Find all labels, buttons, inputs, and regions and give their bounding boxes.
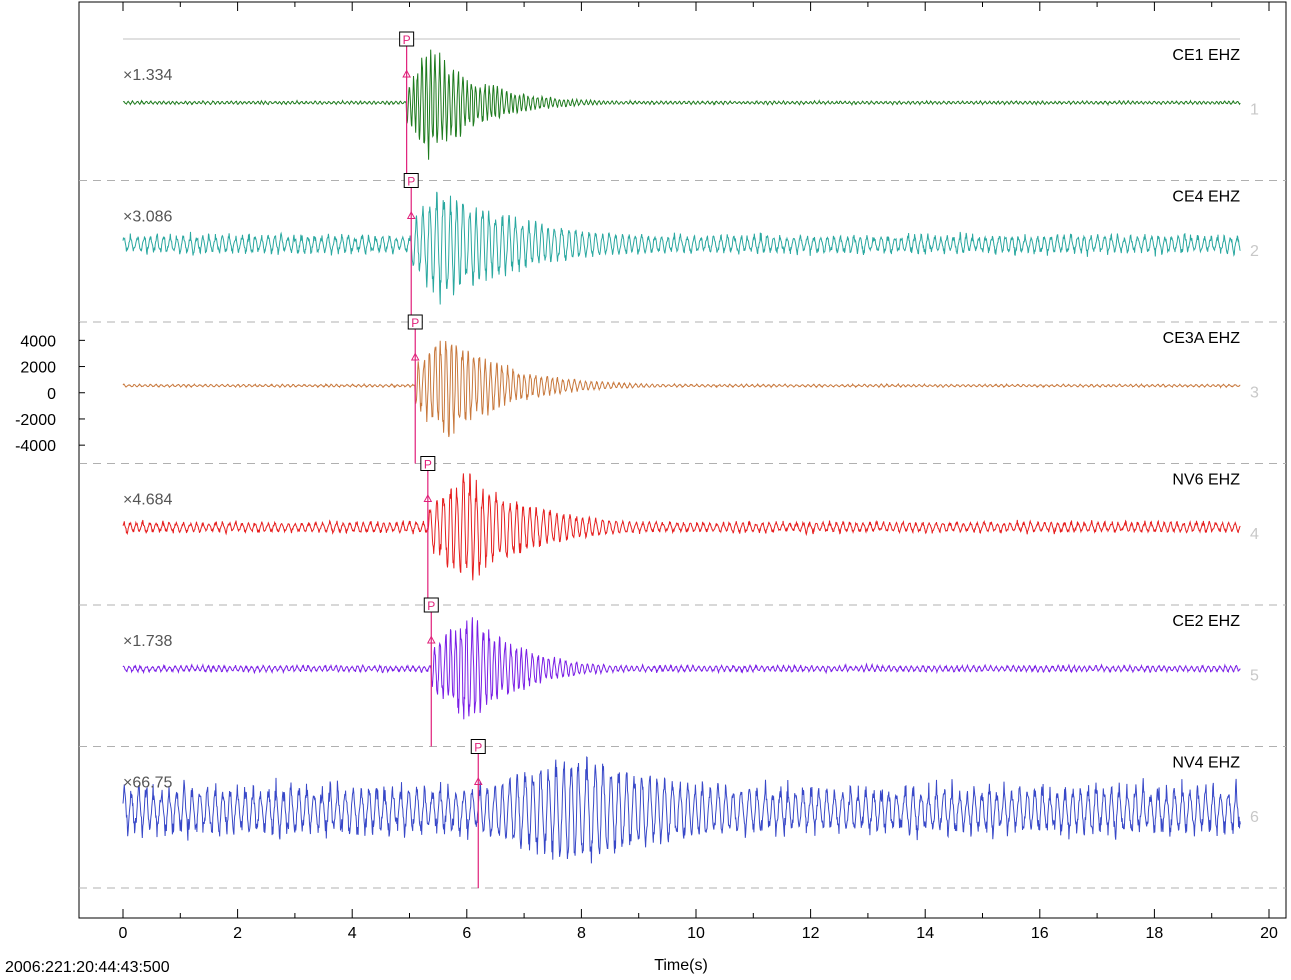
x-tick-label: 18 <box>1146 925 1164 942</box>
pick-triangle-icon <box>426 635 436 644</box>
scale-label: ×1.738 <box>123 633 172 650</box>
x-axis-label: Time(s) <box>654 957 708 974</box>
x-tick-label: 12 <box>802 925 820 942</box>
scale-label: ×66.75 <box>123 775 172 792</box>
trace-index-label: 4 <box>1250 526 1259 543</box>
x-tick-label: 2 <box>233 925 242 942</box>
pick-box[interactable] <box>470 739 486 754</box>
x-tick-label: 14 <box>916 925 934 942</box>
trace-index-label: 6 <box>1250 809 1259 826</box>
trace-index-label: 5 <box>1250 668 1259 685</box>
x-tick-label: 20 <box>1260 925 1278 942</box>
trace-panel-3: CE3A EHZ 3 P <box>122 314 1259 464</box>
pick-label: P <box>403 33 411 47</box>
x-tick-label: 10 <box>687 925 705 942</box>
scale-label: ×1.334 <box>123 67 172 84</box>
pick-label: P <box>474 741 482 755</box>
x-tick-label: 0 <box>119 925 128 942</box>
station-label: CE4 EHZ <box>1172 189 1240 206</box>
y-axis: 4000 2000 0 -2000 -4000 <box>15 322 85 464</box>
pick-triangle-icon <box>402 69 411 78</box>
trace-waveform <box>122 340 1241 438</box>
pick-box[interactable] <box>399 31 415 47</box>
pick-label: P <box>424 458 432 472</box>
pick-triangle-icon <box>410 352 420 361</box>
pick-triangle-icon <box>473 776 483 785</box>
trace-index-label: 1 <box>1250 102 1259 119</box>
station-label: CE3A EHZ <box>1163 330 1241 347</box>
station-label: NV6 EHZ <box>1172 472 1240 489</box>
start-time-label: 2006:221:20:44:43:500 <box>5 959 170 976</box>
pick-box[interactable] <box>423 597 439 613</box>
trace-panel-1: CE1 EHZ ×1.334 1 P <box>122 31 1259 181</box>
scale-label: ×4.684 <box>123 492 172 509</box>
trace-waveform <box>122 756 1241 864</box>
x-tick-label: 4 <box>348 925 357 942</box>
y-tick-label: -2000 <box>15 412 56 429</box>
x-axis: 0 2 4 6 8 10 12 14 16 18 20 <box>119 2 1278 942</box>
station-label: CE2 EHZ <box>1172 613 1240 630</box>
station-label: CE1 EHZ <box>1172 47 1240 64</box>
station-label: NV4 EHZ <box>1172 755 1240 772</box>
trace-panel-4: NV6 EHZ ×4.684 4 P <box>122 456 1259 605</box>
y-tick-label: 4000 <box>20 333 56 350</box>
panel-dividers <box>79 38 1286 889</box>
trace-panel-6: NV4 EHZ ×66.75 6 P <box>122 739 1259 888</box>
trace-index-label: 3 <box>1250 385 1259 402</box>
pick-triangle-icon <box>423 493 433 502</box>
trace-panel-2: CE4 EHZ ×3.086 2 P <box>122 173 1259 322</box>
pick-box[interactable] <box>403 173 419 188</box>
y-tick-label: -4000 <box>15 438 56 455</box>
pick-box[interactable] <box>420 456 436 471</box>
trace-panel-5: CE2 EHZ ×1.738 5 P <box>122 597 1259 747</box>
x-tick-label: 6 <box>462 925 471 942</box>
pick-label: P <box>427 599 435 613</box>
trace-panels: CE1 EHZ ×1.334 1 P CE4 EHZ ×3.086 2 P CE3A EHZ 3 P… <box>122 31 1259 888</box>
pick-triangle-icon <box>406 210 416 219</box>
trace-waveform <box>122 473 1241 581</box>
pick-label: P <box>411 316 419 330</box>
trace-waveform <box>122 191 1241 305</box>
x-tick-label: 8 <box>577 925 586 942</box>
pick-label: P <box>407 175 415 189</box>
trace-index-label: 2 <box>1250 243 1259 260</box>
y-tick-label: 2000 <box>20 360 56 377</box>
x-tick-label: 16 <box>1031 925 1049 942</box>
pick-box[interactable] <box>407 314 423 330</box>
y-tick-label: 0 <box>47 386 56 403</box>
scale-label: ×3.086 <box>123 209 172 226</box>
trace-waveform <box>122 617 1241 720</box>
trace-waveform <box>122 49 1241 160</box>
plot-frame <box>78 1 1287 919</box>
